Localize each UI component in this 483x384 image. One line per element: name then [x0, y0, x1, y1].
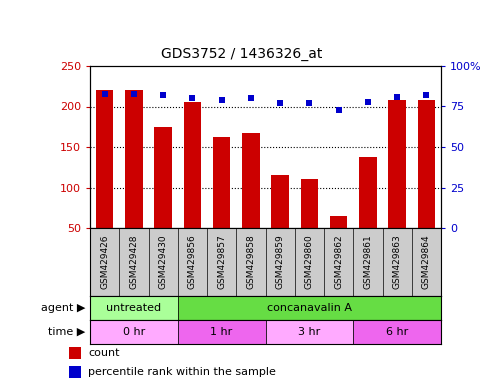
- Text: 0 hr: 0 hr: [123, 327, 145, 337]
- Point: [393, 94, 401, 100]
- Text: GSM429863: GSM429863: [393, 235, 402, 290]
- Bar: [178, 296, 441, 320]
- Point: [188, 95, 196, 101]
- Bar: [300, 179, 318, 228]
- Text: GSM429856: GSM429856: [188, 235, 197, 290]
- Bar: [155, 127, 172, 228]
- Bar: [330, 216, 347, 228]
- Text: GSM429862: GSM429862: [334, 235, 343, 289]
- Text: percentile rank within the sample: percentile rank within the sample: [88, 367, 276, 377]
- Text: GSM429857: GSM429857: [217, 235, 226, 290]
- Bar: [388, 100, 406, 228]
- Bar: [213, 137, 230, 228]
- Point: [247, 95, 255, 101]
- Bar: [90, 296, 178, 320]
- Bar: [353, 320, 441, 344]
- Bar: [96, 90, 114, 228]
- Point: [364, 99, 372, 105]
- Text: GSM429861: GSM429861: [363, 235, 372, 290]
- Text: 3 hr: 3 hr: [298, 327, 321, 337]
- Point: [423, 92, 430, 98]
- Bar: [90, 320, 178, 344]
- Bar: [359, 157, 377, 228]
- Point: [335, 107, 342, 113]
- Bar: [418, 100, 435, 228]
- Point: [130, 91, 138, 97]
- Bar: [271, 175, 289, 228]
- Text: GSM429430: GSM429430: [158, 235, 168, 289]
- Text: GSM429860: GSM429860: [305, 235, 314, 290]
- Bar: [242, 133, 260, 228]
- Bar: [184, 103, 201, 228]
- Text: untreated: untreated: [106, 303, 161, 313]
- Text: GDS3752 / 1436326_at: GDS3752 / 1436326_at: [161, 47, 322, 61]
- Bar: [266, 320, 353, 344]
- Text: concanavalin A: concanavalin A: [267, 303, 352, 313]
- Point: [159, 92, 167, 98]
- Text: GSM429859: GSM429859: [276, 235, 284, 290]
- Text: 6 hr: 6 hr: [386, 327, 408, 337]
- Text: count: count: [88, 348, 120, 358]
- Bar: [69, 366, 81, 378]
- Text: GSM429428: GSM429428: [129, 235, 138, 289]
- Text: agent ▶: agent ▶: [41, 303, 85, 313]
- Bar: [69, 347, 81, 359]
- Text: 1 hr: 1 hr: [211, 327, 233, 337]
- Point: [218, 97, 226, 103]
- Point: [306, 100, 313, 106]
- Bar: [125, 90, 142, 228]
- Text: GSM429864: GSM429864: [422, 235, 431, 289]
- Text: GSM429858: GSM429858: [246, 235, 256, 290]
- Bar: [178, 320, 266, 344]
- Text: time ▶: time ▶: [48, 327, 85, 337]
- Point: [276, 100, 284, 106]
- Text: GSM429426: GSM429426: [100, 235, 109, 289]
- Point: [101, 91, 109, 97]
